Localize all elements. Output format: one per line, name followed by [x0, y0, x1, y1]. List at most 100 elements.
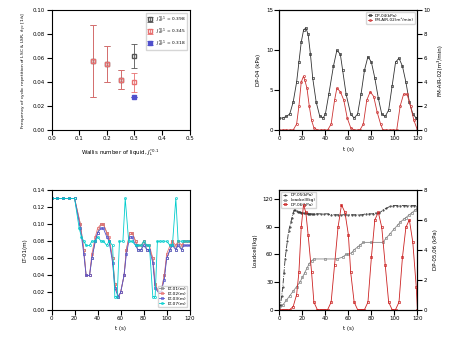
- LT-03(m): [158, 290, 164, 294]
- Loadcell(kg): [349, 250, 355, 255]
- Loadcell(kg): [297, 280, 303, 284]
- LT-01(m): [61, 196, 66, 201]
- Loadcell(kg): [380, 240, 386, 245]
- LT-01(m): [89, 256, 95, 260]
- Loadcell(kg): [309, 259, 314, 263]
- LT-02(m): [54, 196, 60, 201]
- Legend: $J_{air}^{*0.1}$ = 0.398, $J_{air}^{*0.1}$ = 0.345, $J_{air}^{*0.1}$ = 0.318: $J_{air}^{*0.1}$ = 0.398, $J_{air}^{*0.1…: [146, 12, 188, 51]
- Y-axis label: FM-AIR-02(m³/min): FM-AIR-02(m³/min): [436, 44, 442, 96]
- DP-05(kPa): [387, 204, 393, 208]
- DP-06(kPa): [410, 240, 416, 244]
- LT-01(m): [133, 239, 138, 243]
- LT-01(m): [129, 230, 135, 235]
- LT-01(m): [112, 282, 118, 286]
- LT-07(m): [184, 239, 190, 243]
- Loadcell(kg): [384, 236, 389, 240]
- FM-AIR-02(m³/min): [298, 80, 304, 84]
- Loadcell(kg): [407, 213, 412, 217]
- FM-AIR-02(m³/min): [328, 122, 334, 126]
- DP-04(kPa): [310, 76, 316, 80]
- FM-AIR-02(m³/min): [374, 110, 380, 114]
- LT-02(m): [181, 239, 187, 243]
- Loadcell(kg): [287, 294, 293, 298]
- LT-02(m): [81, 248, 87, 252]
- Loadcell(kg): [311, 257, 317, 261]
- FM-AIR-02(m³/min): [344, 116, 350, 120]
- LT-01(m): [152, 282, 158, 286]
- FM-AIR-02(m³/min): [361, 122, 366, 126]
- LT-02(m): [89, 252, 95, 256]
- LT-02(m): [146, 244, 152, 248]
- LT-03(m): [146, 248, 152, 252]
- LT-01(m): [135, 248, 141, 252]
- DP-06(kPa): [280, 308, 286, 312]
- LT-02(m): [187, 239, 192, 243]
- FM-AIR-02(m³/min): [387, 128, 393, 132]
- DP-05(kPa): [301, 211, 306, 215]
- FM-AIR-02(m³/min): [404, 92, 410, 96]
- LT-07(m): [181, 239, 187, 243]
- DP-04(kPa): [317, 114, 323, 118]
- DP-04(kPa): [326, 92, 332, 96]
- FM-AIR-02(m³/min): [338, 90, 343, 94]
- DP-04(kPa): [283, 115, 289, 119]
- LT-07(m): [146, 244, 152, 248]
- FM-AIR-02(m³/min): [401, 92, 407, 96]
- LT-01(m): [49, 196, 54, 201]
- LT-01(m): [164, 256, 169, 260]
- Line: Loadcell(kg): Loadcell(kg): [278, 207, 418, 311]
- LT-07(m): [122, 196, 128, 201]
- FM-AIR-02(m³/min): [348, 126, 354, 130]
- FM-AIR-02(m³/min): [294, 122, 299, 126]
- LT-07(m): [79, 235, 84, 239]
- LT-02(m): [95, 226, 100, 230]
- LT-01(m): [127, 230, 133, 235]
- LT-01(m): [106, 239, 112, 243]
- FM-AIR-02(m³/min): [318, 128, 324, 132]
- DP-06(kPa): [403, 225, 408, 229]
- X-axis label: t (s): t (s): [343, 147, 354, 152]
- Line: FM-AIR-02(m³/min): FM-AIR-02(m³/min): [278, 75, 418, 131]
- DP-06(kPa): [407, 218, 412, 222]
- LT-07(m): [76, 226, 82, 230]
- LT-02(m): [144, 244, 150, 248]
- LT-01(m): [161, 273, 167, 278]
- LT-03(m): [135, 248, 141, 252]
- DP-06(kPa): [415, 308, 420, 312]
- FM-AIR-02(m³/min): [380, 128, 386, 132]
- Y-axis label: Frequency of cyclic repetition of LSC & LSR, $f_{cyc}$ [1/s]: Frequency of cyclic repetition of LSC & …: [19, 12, 28, 129]
- LT-02(m): [138, 244, 144, 248]
- LT-07(m): [175, 239, 181, 243]
- LT-07(m): [179, 239, 184, 243]
- DP-04(kPa): [294, 80, 299, 84]
- LT-01(m): [175, 239, 181, 243]
- LT-01(m): [66, 196, 72, 201]
- DP-04(kPa): [372, 76, 378, 80]
- FM-AIR-02(m³/min): [364, 98, 370, 102]
- LT-07(m): [144, 244, 150, 248]
- LT-03(m): [98, 226, 104, 230]
- DP-05(kPa): [293, 208, 298, 212]
- LT-03(m): [110, 260, 115, 265]
- LT-07(m): [100, 239, 106, 243]
- Loadcell(kg): [351, 248, 357, 252]
- Loadcell(kg): [392, 226, 397, 230]
- LT-02(m): [135, 244, 141, 248]
- LT-02(m): [112, 282, 118, 286]
- LT-07(m): [160, 239, 166, 243]
- DP-05(kPa): [332, 213, 337, 217]
- DP-06(kPa): [346, 233, 351, 237]
- Loadcell(kg): [340, 255, 346, 259]
- LT-01(m): [77, 222, 83, 226]
- Loadcell(kg): [346, 252, 351, 256]
- DP-04(kPa): [301, 28, 306, 32]
- LT-02(m): [66, 196, 72, 201]
- FM-AIR-02(m³/min): [334, 86, 340, 90]
- FM-AIR-02(m³/min): [296, 104, 302, 108]
- FM-AIR-02(m³/min): [306, 104, 312, 108]
- Line: DP-04(kPa): DP-04(kPa): [278, 27, 418, 119]
- LT-07(m): [138, 244, 144, 248]
- DP-06(kPa): [277, 308, 282, 312]
- FM-AIR-02(m³/min): [280, 128, 286, 132]
- LT-07(m): [66, 196, 72, 201]
